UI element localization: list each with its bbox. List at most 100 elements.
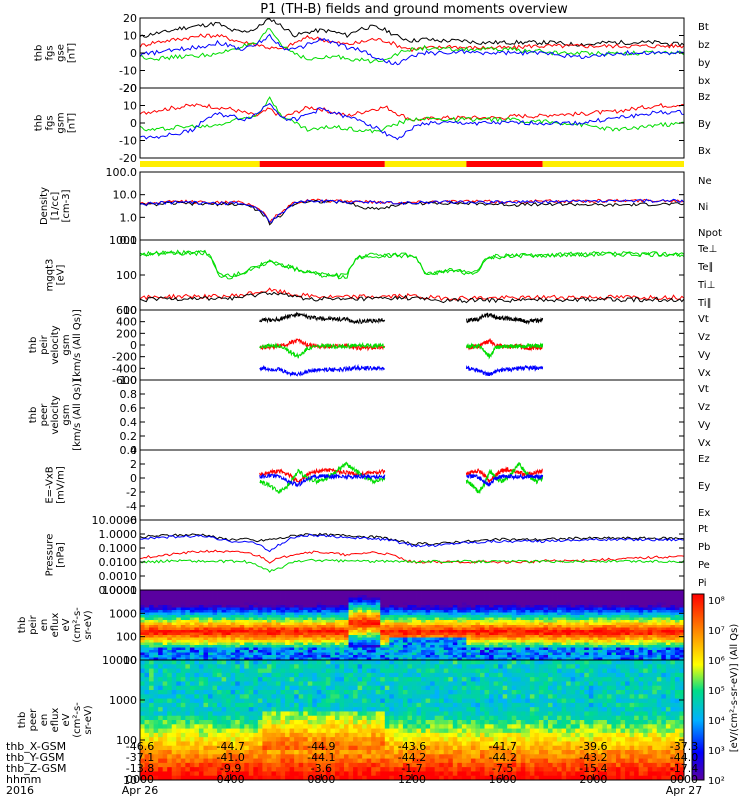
heatmap-cell — [298, 715, 304, 721]
heatmap-cell — [230, 668, 236, 674]
panel-frame — [139, 87, 685, 159]
heatmap-cell — [221, 650, 227, 653]
heatmap-cell — [330, 775, 336, 781]
heatmap-cell — [548, 602, 553, 606]
heatmap-cell — [285, 600, 290, 603]
heatmap-cell — [371, 630, 377, 633]
heatmap-cell — [266, 655, 272, 658]
heatmap-cell — [557, 635, 562, 638]
heatmap-cell — [548, 612, 553, 616]
heatmap-cell — [498, 657, 504, 661]
heatmap-cell — [153, 660, 159, 665]
heatmap-cell — [470, 625, 476, 628]
heatmap-cell — [461, 602, 467, 606]
heatmap-cell — [171, 600, 177, 603]
heatmap-cell — [266, 612, 272, 616]
heatmap-cell — [285, 620, 290, 623]
heatmap-cell — [588, 625, 594, 628]
heatmap-cell — [602, 607, 608, 611]
heatmap-cell — [194, 745, 200, 751]
heatmap-cell — [194, 690, 200, 695]
heatmap-cell — [312, 615, 318, 618]
heatmap-cell — [339, 647, 345, 651]
heatmap-cell — [339, 711, 345, 717]
heatmap-cell — [303, 617, 309, 621]
heatmap-cell — [348, 694, 354, 699]
heatmap-cell — [171, 771, 177, 777]
heatmap-cell — [344, 600, 349, 603]
heatmap-cell — [316, 605, 322, 608]
heatmap-cell — [579, 600, 585, 603]
heatmap-cell — [262, 707, 268, 712]
heatmap-cell — [371, 597, 377, 601]
heatmap-cell — [371, 647, 377, 651]
heatmap-cell — [194, 615, 200, 618]
heatmap-cell — [334, 660, 340, 665]
heatmap-cell — [334, 630, 340, 633]
heatmap-cell — [239, 605, 245, 608]
heatmap-cell — [266, 698, 272, 704]
heatmap-cell — [674, 612, 680, 616]
heatmap-cell — [334, 600, 340, 603]
heatmap-cell — [421, 600, 426, 603]
heatmap-cell — [262, 640, 268, 643]
heatmap-cell — [384, 615, 390, 618]
heatmap-cell — [325, 602, 331, 606]
heatmap-cell — [208, 607, 213, 611]
heatmap-cell — [235, 672, 241, 678]
heatmap-cell — [203, 698, 209, 704]
heatmap-cell — [276, 702, 281, 708]
heatmap-cell — [185, 617, 191, 621]
heatmap-cell — [198, 632, 204, 636]
heatmap-cell — [561, 615, 567, 618]
heatmap-cell — [593, 657, 599, 661]
heatmap-cell — [344, 595, 349, 598]
heatmap-cell — [656, 630, 662, 633]
heatmap-cell — [208, 615, 213, 618]
heatmap-cell — [212, 650, 218, 653]
heatmap-cell — [575, 637, 581, 641]
heatmap-cell — [171, 592, 177, 596]
heatmap-cell — [262, 635, 268, 638]
heatmap-cell — [217, 668, 222, 674]
heatmap-cell — [475, 607, 481, 611]
heatmap-cell — [353, 635, 358, 638]
heatmap-cell — [511, 622, 517, 626]
heatmap-cell — [262, 617, 268, 621]
heatmap-cell — [344, 707, 349, 712]
heatmap-cell — [244, 597, 250, 601]
heatmap-cell — [312, 668, 318, 674]
heatmap-cell — [348, 627, 354, 631]
heatmap-cell — [588, 622, 594, 626]
heatmap-cell — [244, 715, 250, 721]
heatmap-cell — [543, 595, 549, 598]
heatmap-cell — [235, 741, 241, 747]
heatmap-cell — [498, 635, 504, 638]
heatmap-cell — [430, 630, 436, 633]
heatmap-cell — [656, 632, 662, 636]
heatmap-cell — [244, 754, 250, 759]
heatmap-cell — [498, 617, 504, 621]
heatmap-cell — [393, 622, 399, 626]
heatmap-cell — [158, 754, 164, 759]
heatmap-cell — [253, 698, 259, 704]
heatmap-cell — [407, 610, 413, 613]
heatmap-cell — [280, 647, 286, 651]
series-bt-line — [139, 18, 685, 48]
heatmap-cell — [393, 605, 399, 608]
heatmap-cell — [239, 655, 245, 658]
heatmap-cell — [144, 625, 150, 628]
heatmap-cell — [312, 745, 318, 751]
heatmap-cell — [557, 627, 562, 631]
heatmap-cell — [679, 622, 685, 626]
heatmap-cell — [457, 622, 463, 626]
heatmap-cell — [180, 620, 186, 623]
heatmap-cell — [266, 617, 272, 621]
heatmap-cell — [616, 607, 621, 611]
heatmap-cell — [203, 677, 209, 682]
heatmap-cell — [398, 625, 404, 628]
heatmap-cell — [611, 637, 617, 641]
heatmap-cell — [226, 677, 232, 682]
y-axis-label: E=-VxB — [45, 466, 56, 503]
heatmap-cell — [212, 672, 218, 678]
